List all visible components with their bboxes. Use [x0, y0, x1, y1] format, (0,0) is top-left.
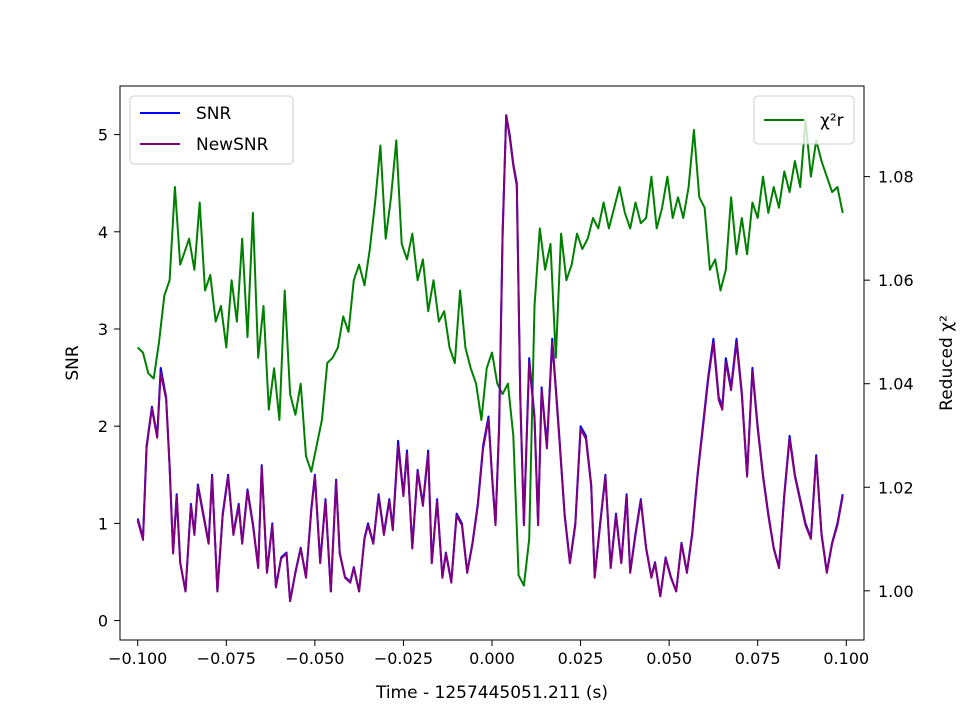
y-axis-right: 1.00 1.02 1.04 1.06 1.08	[864, 168, 914, 601]
y-tick-label: 2	[98, 417, 108, 436]
x-tick-label: −0.050	[285, 649, 344, 668]
y-tick-label: 4	[98, 223, 108, 242]
y2-axis-label: Reduced χ²	[937, 315, 957, 411]
legend-newsnr-label: NewSNR	[196, 135, 269, 155]
x-tick-label: 0.050	[646, 649, 692, 668]
y-tick-label: 3	[98, 320, 108, 339]
x-tick-label: 0.025	[558, 649, 604, 668]
x-tick-label: 0.100	[823, 649, 869, 668]
legend-right: χ²r	[753, 95, 855, 145]
y2-tick-label: 1.04	[878, 375, 914, 394]
x-axis-label: Time - 1257445051.211 (s)	[375, 683, 608, 703]
chisq-series-line	[137, 118, 844, 587]
legend-chisq-label: χ²r	[820, 111, 844, 131]
x-tick-label: −0.100	[108, 649, 167, 668]
series-layer	[136, 114, 844, 603]
x-axis: −0.100 −0.075 −0.050 −0.025 0.000 0.025 0.050 0…	[108, 640, 869, 668]
x-tick-label: −0.025	[374, 649, 433, 668]
x-tick-label: 0.075	[735, 649, 781, 668]
newsnr-series-line	[136, 114, 844, 603]
y2-tick-label: 1.00	[878, 582, 914, 601]
y-tick-label: 0	[98, 612, 108, 631]
y2-tick-label: 1.06	[878, 271, 914, 290]
y-tick-label: 1	[98, 514, 108, 533]
x-tick-label: 0.000	[469, 649, 515, 668]
x-tick-label: −0.075	[197, 649, 256, 668]
y2-tick-label: 1.02	[878, 478, 914, 497]
legend-left: SNR NewSNR	[129, 95, 294, 165]
y-axis-label: SNR	[63, 345, 83, 381]
y-axis-left: 0 1 2 3 4 5	[98, 126, 120, 631]
y-tick-label: 5	[98, 126, 108, 145]
y2-tick-label: 1.08	[878, 168, 914, 187]
legend-snr-label: SNR	[196, 104, 232, 124]
